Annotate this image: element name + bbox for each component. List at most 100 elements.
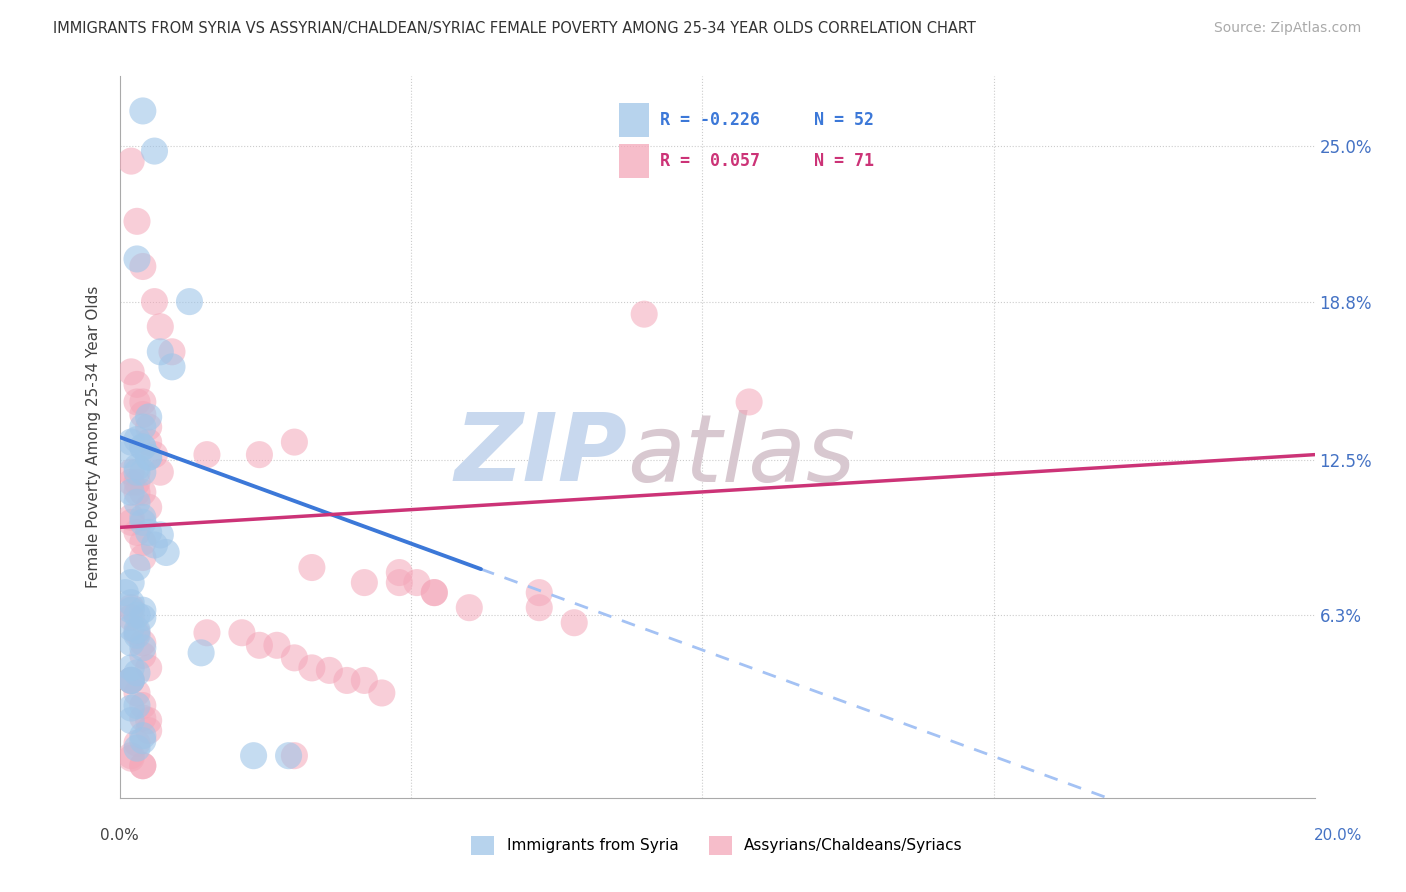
Text: 0.0%: 0.0% — [100, 828, 139, 843]
Point — [120, 661, 142, 675]
Point — [125, 214, 148, 228]
Point — [353, 575, 375, 590]
Point — [125, 686, 148, 700]
Point — [125, 485, 148, 500]
Point — [125, 475, 148, 490]
Point — [125, 736, 148, 750]
Point — [125, 608, 148, 623]
Point — [138, 435, 160, 450]
Point — [195, 625, 218, 640]
Point — [132, 648, 155, 663]
Point — [120, 603, 142, 617]
Point — [283, 435, 305, 450]
Point — [149, 319, 172, 334]
Point — [132, 260, 155, 274]
Point — [132, 758, 155, 772]
Point — [562, 615, 585, 630]
Point — [125, 560, 148, 574]
Point — [132, 408, 155, 422]
Point — [132, 550, 155, 565]
Text: R = -0.226: R = -0.226 — [659, 111, 761, 128]
Point — [138, 661, 160, 675]
Point — [138, 714, 160, 728]
Point — [179, 294, 201, 309]
Point — [160, 359, 183, 374]
Point — [120, 596, 142, 610]
Point — [405, 575, 427, 590]
Point — [132, 603, 155, 617]
Point — [423, 585, 446, 599]
Point — [132, 729, 155, 743]
Point — [132, 510, 155, 524]
Legend: Immigrants from Syria, Assyrians/Chaldeans/Syriacs: Immigrants from Syria, Assyrians/Chaldea… — [467, 831, 967, 859]
Point — [423, 585, 446, 599]
Point — [190, 646, 212, 660]
Point — [120, 365, 142, 379]
Point — [120, 435, 142, 450]
Point — [132, 636, 155, 650]
Text: IMMIGRANTS FROM SYRIA VS ASSYRIAN/CHALDEAN/SYRIAC FEMALE POVERTY AMONG 25-34 YEA: IMMIGRANTS FROM SYRIA VS ASSYRIAN/CHALDE… — [53, 21, 976, 37]
Text: ZIP: ZIP — [454, 409, 627, 501]
Text: N = 71: N = 71 — [814, 153, 875, 170]
Point — [143, 144, 166, 158]
Point — [132, 485, 155, 500]
Point — [120, 475, 142, 490]
Point — [120, 673, 142, 688]
Point — [125, 252, 148, 266]
Point — [114, 448, 136, 462]
Point — [138, 450, 160, 464]
Point — [125, 460, 148, 475]
Point — [125, 665, 148, 680]
Point — [120, 673, 142, 688]
Point — [336, 673, 359, 688]
Bar — [619, 103, 650, 136]
Point — [458, 600, 481, 615]
Point — [125, 741, 148, 756]
Point — [120, 485, 142, 500]
Point — [120, 748, 142, 763]
Point — [132, 535, 155, 549]
Point — [138, 450, 160, 464]
Point — [371, 686, 394, 700]
Text: R =  0.057: R = 0.057 — [659, 153, 761, 170]
Point — [138, 525, 160, 540]
Point — [125, 495, 148, 509]
Y-axis label: Female Poverty Among 25-34 Year Olds: Female Poverty Among 25-34 Year Olds — [86, 286, 101, 588]
Point — [132, 733, 155, 747]
Point — [125, 628, 148, 642]
Point — [120, 575, 142, 590]
Point — [738, 395, 761, 409]
Point — [388, 575, 411, 590]
Point — [132, 440, 155, 454]
Point — [277, 748, 299, 763]
Point — [132, 395, 155, 409]
Point — [149, 528, 172, 542]
Point — [120, 516, 142, 530]
Point — [120, 714, 142, 728]
Point — [149, 465, 172, 479]
Point — [633, 307, 655, 321]
Text: 20.0%: 20.0% — [1315, 828, 1362, 843]
Text: N = 52: N = 52 — [814, 111, 875, 128]
Point — [283, 651, 305, 665]
Point — [195, 448, 218, 462]
Point — [132, 758, 155, 772]
Point — [120, 621, 142, 635]
Point — [132, 103, 155, 118]
Point — [388, 566, 411, 580]
Point — [283, 748, 305, 763]
Point — [138, 723, 160, 738]
Text: atlas: atlas — [627, 409, 856, 500]
Point — [120, 701, 142, 715]
Point — [132, 440, 155, 454]
Point — [120, 751, 142, 765]
Point — [231, 625, 253, 640]
Point — [155, 545, 177, 559]
Point — [242, 748, 264, 763]
Point — [125, 377, 148, 392]
Point — [529, 585, 551, 599]
Point — [353, 673, 375, 688]
Point — [120, 636, 142, 650]
Point — [132, 516, 155, 530]
Point — [120, 465, 142, 479]
